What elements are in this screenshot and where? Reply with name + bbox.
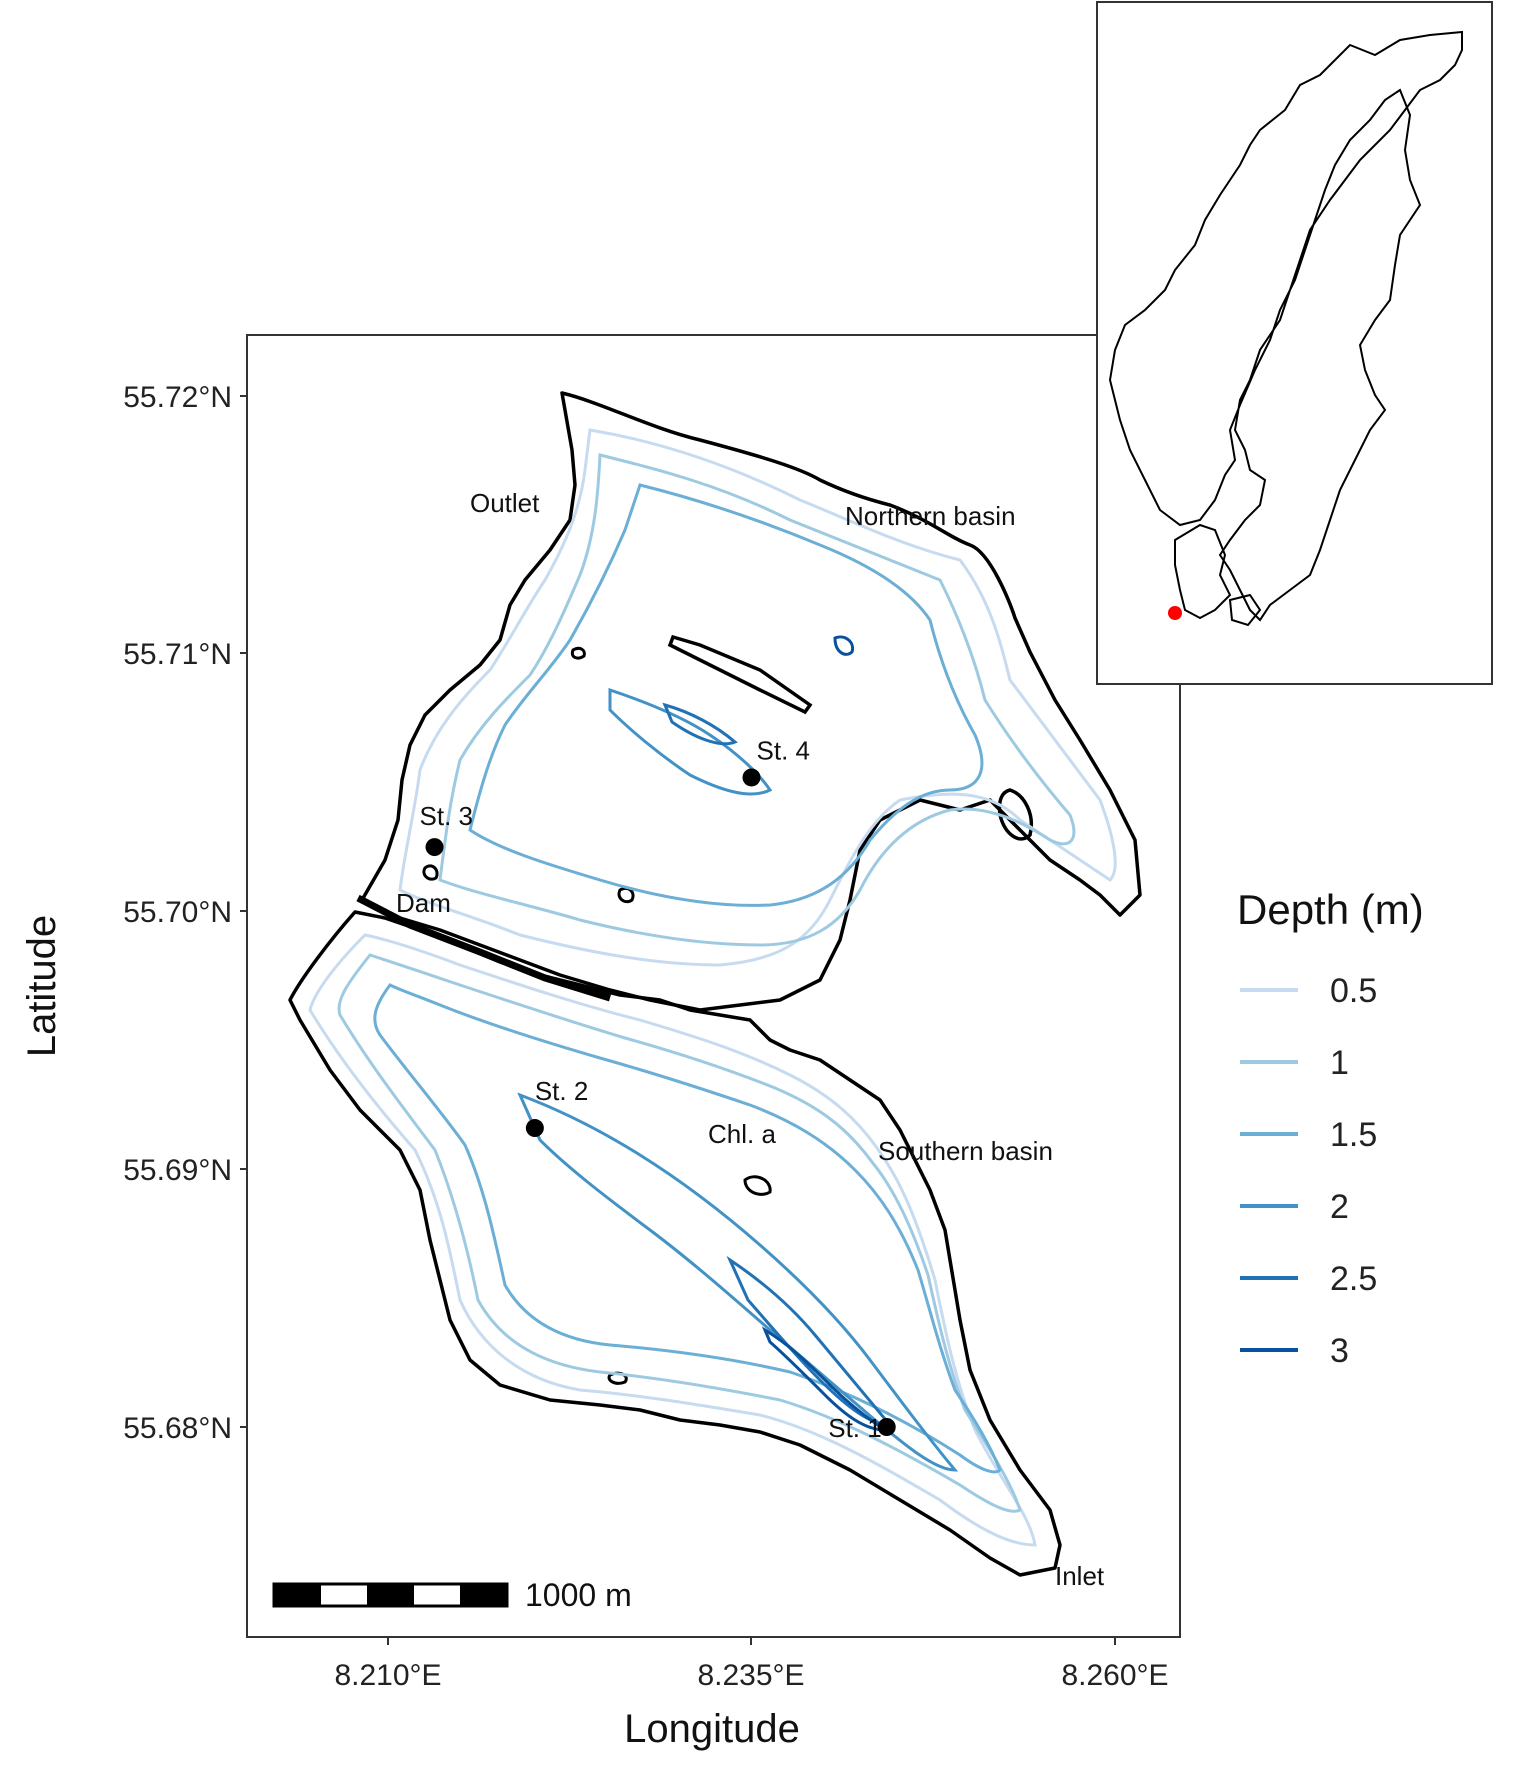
station-point [425,838,444,857]
y-tick-label: 55.71°N [123,638,232,671]
y-axis-title: Latitude [20,915,64,1057]
x-tick-label: 8.210°E [334,1659,441,1692]
y-tick-label: 55.70°N [123,896,232,929]
island-small-1 [570,646,586,660]
legend: Depth (m) 0.5 1 1.5 2 2.5 3 [1237,886,1424,1370]
inset-map [1096,1,1493,685]
contour-1-north [438,453,1076,947]
contour-2-5-north [662,702,738,746]
southern-basin-shoreline [288,910,1062,1577]
x-tick-label: 8.260°E [1061,1659,1168,1692]
northern-basin-shoreline [360,391,1142,1012]
label-inlet: Inlet [1055,1561,1105,1591]
station-point [877,1418,896,1436]
inset-location-marker [1168,606,1182,620]
station-point [742,768,761,787]
contour-2-south [517,1092,959,1472]
island-east [997,788,1033,841]
inset-scandinavia-outline [1108,30,1463,622]
contour-0-5-south [308,933,1037,1547]
legend-items: 0.5 1 1.5 2 2.5 3 [1240,972,1377,1370]
station-label: St. 4 [757,735,810,765]
island-small-3 [422,864,439,881]
stations-layer: St. 1 St. 2 St. 3 St. 4 [420,735,896,1443]
scale-bar: 1000 m [272,1577,632,1613]
y-tick-label: 55.69°N [123,1154,232,1187]
x-axis: 8.210°E 8.235°E 8.260°E Longitude [334,1637,1169,1751]
station-point [525,1119,544,1138]
y-axis: 55.72°N 55.71°N 55.70°N 55.69°N 55.68°N … [20,381,247,1445]
contour-2-north [608,687,773,796]
contour-3-north [833,635,855,656]
y-tick-label: 55.68°N [123,1412,232,1445]
label-outlet: Outlet [470,488,540,518]
legend-label: 2 [1330,1188,1349,1226]
station-label: St. 3 [420,801,473,831]
y-tick-label: 55.72°N [123,381,232,414]
island-small-4 [743,1175,772,1196]
station-label: St. 2 [535,1076,588,1106]
legend-label: 2.5 [1330,1260,1377,1298]
inset-denmark-outline [1174,523,1262,627]
station-label: St. 1 [828,1413,881,1443]
legend-label: 1 [1330,1044,1349,1082]
label-dam: Dam [396,888,451,918]
contour-0-5-north [398,428,1117,967]
label-northern-basin: Northern basin [845,501,1016,531]
scale-bar-label: 1000 m [525,1577,632,1613]
x-tick-label: 8.235°E [697,1659,804,1692]
legend-title: Depth (m) [1237,886,1424,933]
legend-label: 3 [1330,1332,1349,1370]
map-panel [246,334,1181,1638]
island-long [667,634,813,715]
legend-label: 1.5 [1330,1116,1377,1154]
x-axis-title: Longitude [624,1707,800,1751]
contour-1-5-north [468,483,984,907]
contour-1-south [337,953,1022,1513]
label-southern-basin: Southern basin [878,1136,1053,1166]
contour-1-5-south [373,983,1002,1474]
legend-label: 0.5 [1330,972,1377,1010]
label-chl-a: Chl. a [708,1119,776,1149]
